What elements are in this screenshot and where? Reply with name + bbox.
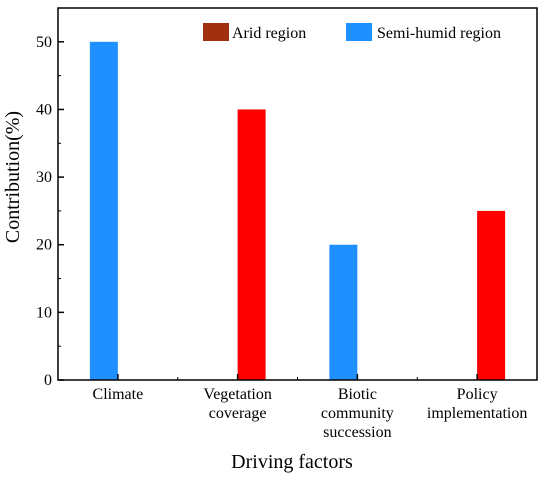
x-tick-label: Biotic community succession [321, 386, 394, 441]
bar-arid-region-1 [237, 109, 266, 381]
bar-arid-region-3 [477, 210, 506, 380]
bars [89, 41, 506, 381]
bar-semi-humid-region-2 [329, 244, 358, 380]
y-tick-label: 30 [36, 169, 52, 186]
legend: Arid region Semi-humid region [203, 23, 501, 42]
x-axis-ticks: Climate Vegetation coverage Biotic community… [93, 374, 527, 441]
x-axis-title: Driving factors [231, 451, 353, 473]
x-tick-label: Policy implementation [427, 386, 527, 422]
plot-frame [57, 7, 538, 381]
x-tick-label: Climate [93, 386, 144, 403]
y-tick-label: 50 [36, 34, 52, 51]
y-tick-label: 10 [36, 304, 52, 321]
bar-semi-humid-region-0 [89, 41, 118, 381]
legend-swatch-arid-region [203, 23, 229, 41]
y-axis-title: Contribution(%) [2, 111, 24, 243]
y-tick-label: 20 [36, 237, 52, 254]
axes [57, 7, 538, 381]
y-tick-label: 40 [36, 101, 52, 118]
legend-label-arid-region: Arid region [232, 25, 306, 42]
x-tick-label: Vegetation coverage [203, 386, 271, 422]
legend-swatch-semi-humid-region [346, 23, 372, 41]
y-tick-label: 0 [44, 372, 52, 389]
y-axis-ticks: 0 10 20 30 40 50 [36, 34, 64, 389]
legend-label-semi-humid-region: Semi-humid region [377, 25, 501, 42]
